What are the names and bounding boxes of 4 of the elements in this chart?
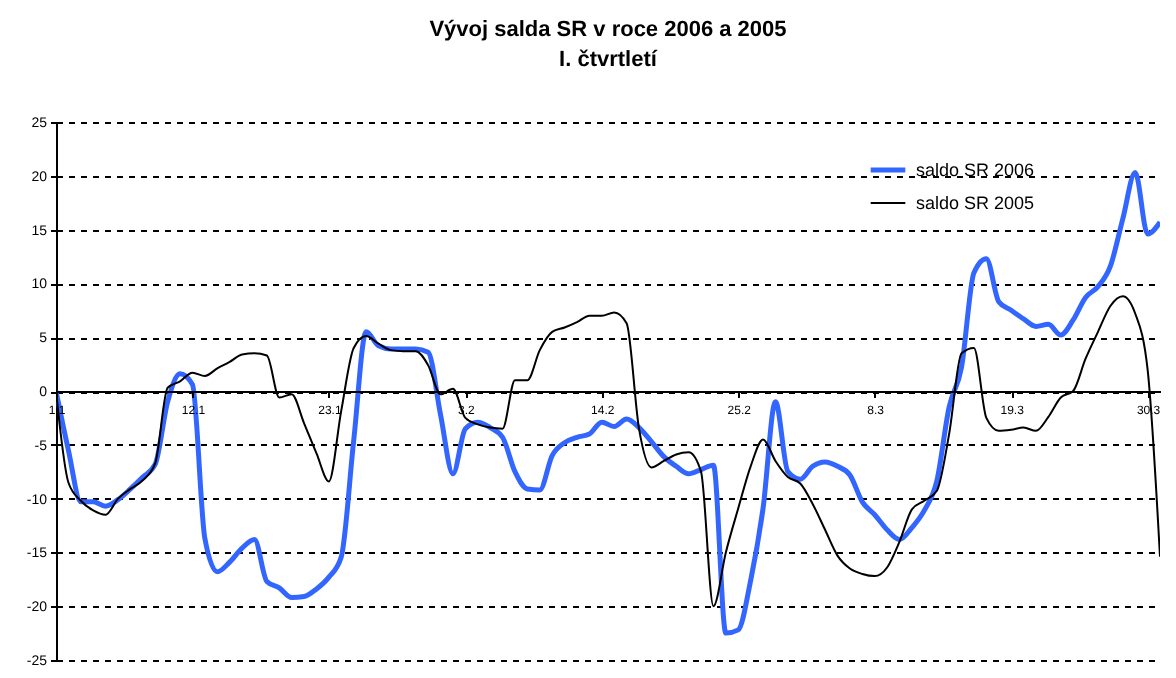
chart-subtitle: I. čtvrtletí: [559, 48, 659, 72]
chart-title: Vývoj salda SR v roce 2006 a 2005: [429, 18, 787, 42]
legend-label: saldo SR 2005: [916, 193, 1035, 213]
legend-label: saldo SR 2006: [916, 160, 1035, 180]
